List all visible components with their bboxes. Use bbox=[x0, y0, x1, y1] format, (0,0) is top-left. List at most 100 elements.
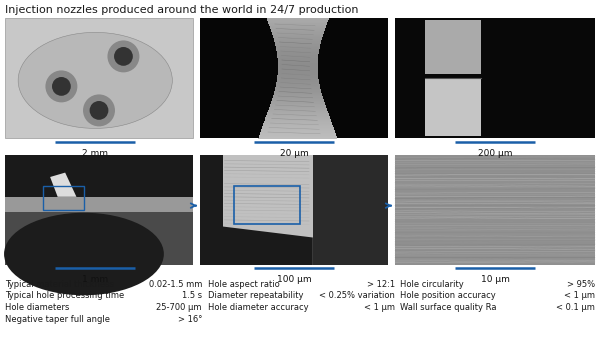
Bar bbox=[274, 40, 322, 41]
Bar bbox=[277, 52, 319, 53]
Text: < 0.1 μm: < 0.1 μm bbox=[556, 303, 595, 312]
Bar bbox=[277, 82, 319, 83]
Bar bbox=[274, 38, 322, 39]
Bar bbox=[313, 155, 388, 265]
Bar bbox=[276, 85, 320, 86]
Bar bbox=[274, 93, 322, 94]
Bar bbox=[274, 94, 322, 95]
Bar bbox=[267, 114, 329, 115]
Bar bbox=[275, 43, 320, 44]
Bar bbox=[269, 109, 327, 110]
Bar bbox=[278, 69, 317, 70]
Bar bbox=[268, 110, 328, 111]
Bar bbox=[268, 111, 328, 112]
Text: < 1 μm: < 1 μm bbox=[364, 303, 395, 312]
Bar bbox=[276, 84, 319, 85]
Bar bbox=[278, 60, 318, 61]
Bar bbox=[274, 91, 321, 92]
Bar bbox=[259, 138, 337, 139]
Bar bbox=[274, 40, 322, 41]
Bar bbox=[270, 105, 325, 106]
Text: 0.02-1.5 mm: 0.02-1.5 mm bbox=[149, 280, 202, 289]
Text: < 1 μm: < 1 μm bbox=[564, 292, 595, 300]
Bar bbox=[272, 32, 324, 33]
Bar bbox=[275, 44, 320, 45]
Bar bbox=[274, 37, 322, 38]
Bar bbox=[259, 136, 337, 137]
Bar bbox=[261, 129, 334, 131]
Bar bbox=[425, 20, 481, 74]
Bar bbox=[262, 129, 334, 130]
Text: 1 mm: 1 mm bbox=[82, 275, 108, 284]
Text: < 0.25% variation: < 0.25% variation bbox=[319, 292, 395, 300]
Bar bbox=[261, 131, 335, 132]
Bar bbox=[278, 70, 317, 71]
Bar bbox=[271, 101, 324, 102]
Bar bbox=[263, 125, 332, 126]
Bar bbox=[274, 92, 321, 93]
Bar bbox=[277, 53, 319, 54]
Bar bbox=[270, 28, 325, 29]
Bar bbox=[262, 128, 334, 129]
Bar bbox=[5, 197, 193, 212]
Bar bbox=[259, 136, 337, 137]
Bar bbox=[273, 95, 322, 96]
Bar bbox=[276, 46, 320, 47]
Bar bbox=[278, 68, 317, 69]
Circle shape bbox=[107, 40, 139, 73]
Bar bbox=[264, 122, 332, 123]
Bar bbox=[43, 186, 84, 210]
Bar bbox=[265, 119, 331, 120]
Bar bbox=[270, 105, 326, 106]
Bar bbox=[269, 25, 326, 26]
Bar bbox=[200, 18, 388, 138]
Text: 25-700 μm: 25-700 μm bbox=[157, 303, 202, 312]
Bar bbox=[268, 109, 327, 111]
Bar bbox=[271, 104, 325, 105]
Bar bbox=[271, 29, 325, 30]
Bar bbox=[269, 24, 326, 25]
Bar bbox=[277, 81, 319, 82]
Bar bbox=[278, 66, 317, 67]
Text: Injection nozzles produced around the world in 24/7 production: Injection nozzles produced around the wo… bbox=[5, 5, 359, 15]
Bar bbox=[265, 118, 330, 119]
Bar bbox=[277, 78, 319, 79]
Bar bbox=[266, 115, 329, 116]
Bar bbox=[277, 52, 319, 54]
Bar bbox=[276, 84, 320, 85]
Bar bbox=[278, 74, 318, 75]
Bar bbox=[267, 113, 329, 114]
Bar bbox=[275, 91, 321, 92]
Bar bbox=[274, 95, 322, 96]
Bar bbox=[276, 47, 320, 49]
Bar bbox=[268, 112, 328, 113]
Bar bbox=[5, 155, 193, 197]
Bar bbox=[274, 39, 322, 40]
Bar bbox=[267, 113, 328, 114]
Text: > 95%: > 95% bbox=[567, 280, 595, 289]
Bar bbox=[263, 123, 332, 124]
Bar bbox=[274, 41, 321, 42]
Bar bbox=[425, 78, 481, 136]
Bar bbox=[271, 101, 324, 102]
Text: Negative taper full angle: Negative taper full angle bbox=[5, 315, 110, 323]
Bar bbox=[277, 79, 319, 80]
Bar bbox=[277, 55, 318, 56]
Bar bbox=[272, 99, 323, 100]
Bar bbox=[270, 104, 325, 105]
Bar bbox=[259, 135, 336, 136]
Bar bbox=[271, 28, 325, 29]
Bar bbox=[277, 80, 319, 81]
Bar bbox=[260, 133, 335, 134]
Bar bbox=[278, 64, 317, 65]
Bar bbox=[270, 27, 326, 28]
Bar bbox=[277, 55, 318, 57]
Bar bbox=[268, 22, 327, 23]
Bar bbox=[270, 26, 326, 27]
Bar bbox=[272, 33, 323, 34]
Bar bbox=[263, 123, 332, 125]
Text: 1.5 s: 1.5 s bbox=[182, 292, 202, 300]
Bar bbox=[263, 125, 333, 126]
Bar bbox=[277, 77, 318, 78]
Bar bbox=[278, 71, 317, 72]
